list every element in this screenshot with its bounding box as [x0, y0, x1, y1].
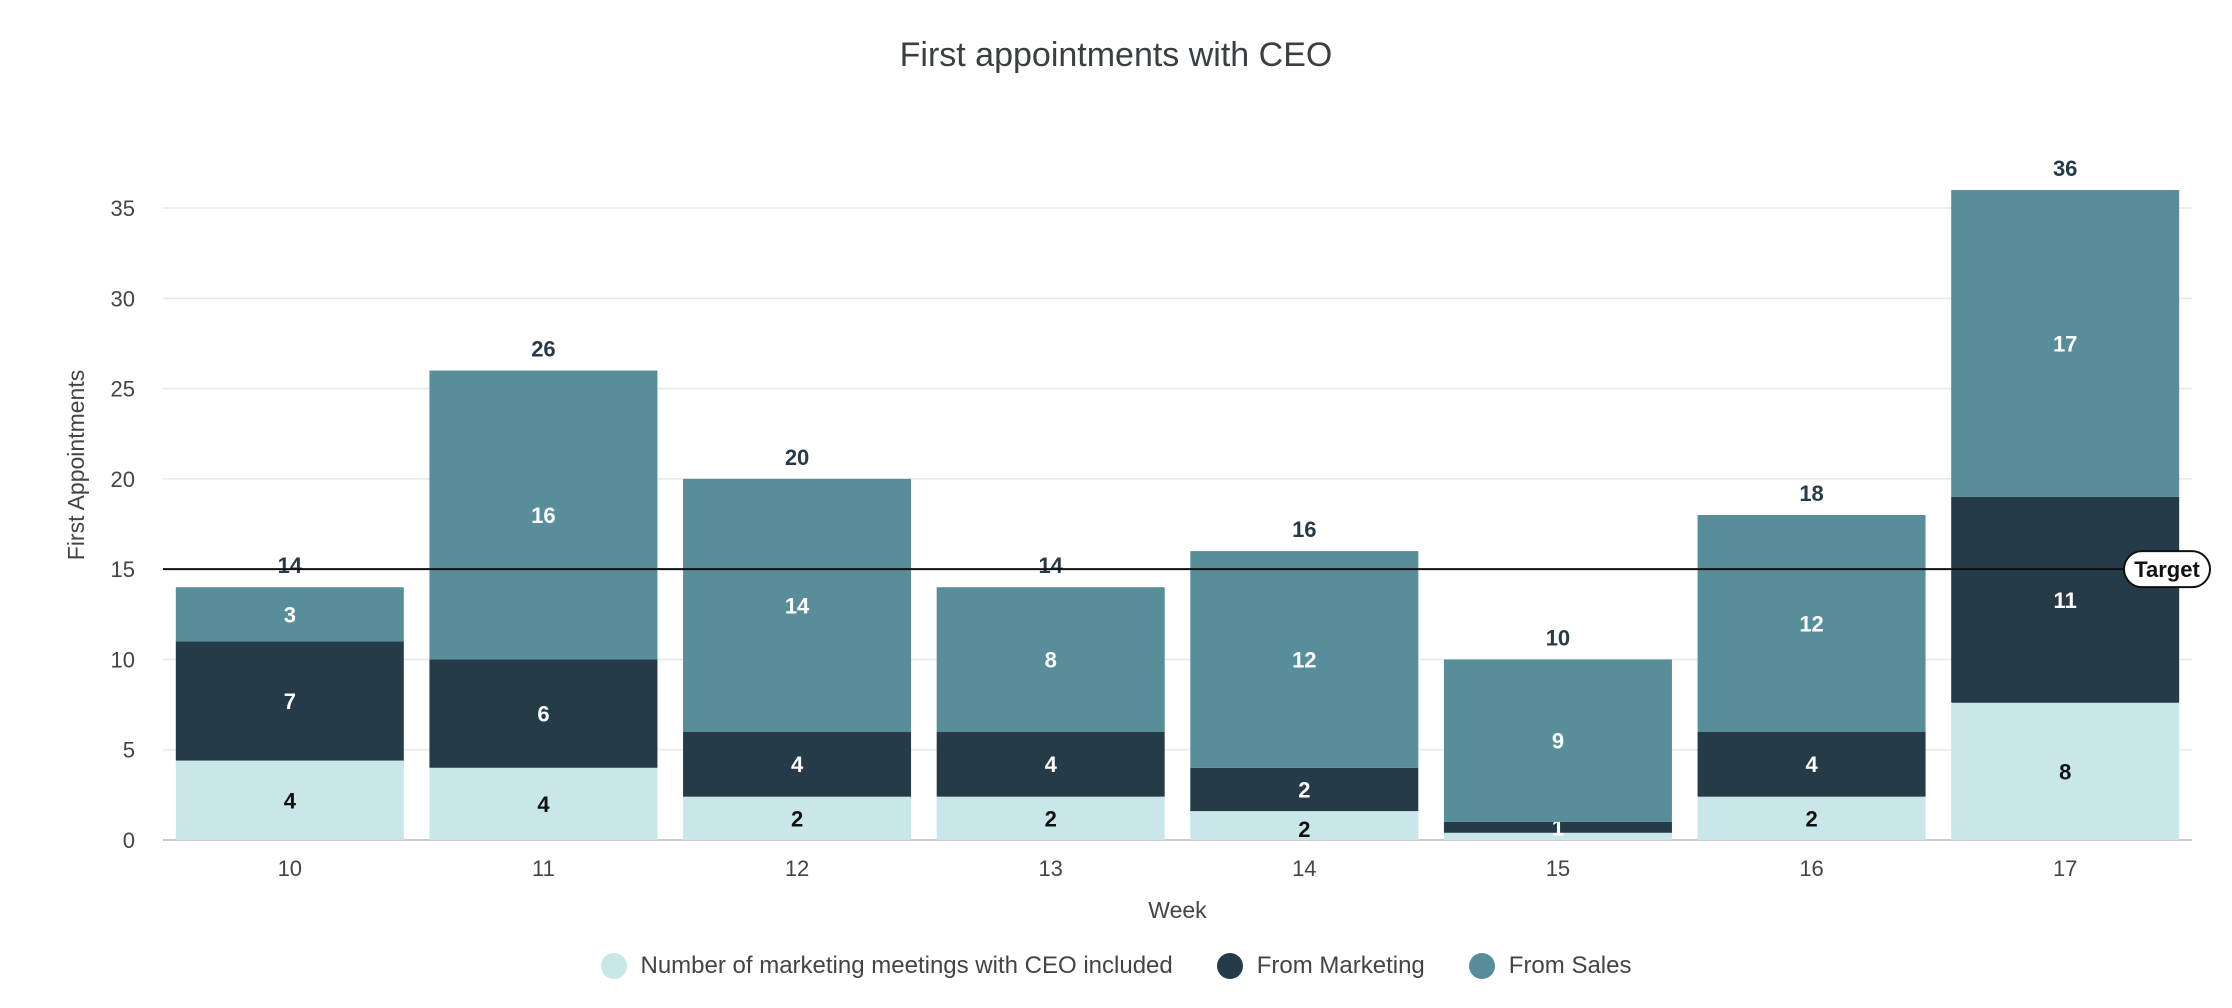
segment-value-label: 3: [284, 602, 296, 627]
chart-title: First appointments with CEO: [899, 36, 1333, 74]
y-tick-label: 5: [123, 738, 135, 763]
bar-segment: [683, 796, 912, 840]
segment-value-label: 4: [791, 752, 804, 777]
bar-segment: [1951, 702, 2180, 840]
y-tick-label: 20: [111, 467, 135, 492]
segment-value-label: 12: [1292, 647, 1316, 672]
segment-value-label: 2: [1298, 777, 1310, 802]
bar-segment: [429, 370, 658, 660]
bar-segment: [1697, 515, 1926, 732]
segment-value-label: 8: [2059, 759, 2071, 784]
bar-segment: [936, 587, 1165, 732]
segment-value-label: 17: [2053, 331, 2077, 356]
segment-value-label: 11: [2054, 588, 2077, 613]
legend-item: From Marketing: [1216, 952, 1425, 980]
y-tick-label: 25: [111, 377, 135, 402]
bar-segment: [1951, 190, 2180, 497]
segment-value-label: 7: [284, 689, 296, 714]
segment-value-label: 6: [537, 702, 549, 727]
legend-item: Number of marketing meetings with CEO in…: [600, 952, 1173, 980]
legend: Number of marketing meetings with CEO in…: [0, 952, 2232, 980]
x-tick-label: 11: [532, 856, 555, 881]
y-tick-label: 15: [111, 557, 135, 582]
bar-segment: [1443, 832, 1672, 840]
bar-segment: [175, 641, 404, 761]
segment-value-label: 2: [1045, 806, 1057, 831]
legend-swatch: [600, 953, 627, 979]
x-tick-label: 15: [1546, 856, 1570, 881]
segment-value-label: 4: [537, 792, 550, 817]
legend-label: From Marketing: [1256, 952, 1425, 979]
bar-total-label: 16: [1292, 517, 1316, 542]
legend-item: From Sales: [1468, 952, 1632, 980]
bar-segment: [1443, 821, 1672, 833]
bar-total-label: 18: [1799, 481, 1823, 506]
segment-value-label: 2: [791, 806, 803, 831]
bar-segment: [683, 731, 912, 797]
y-tick-label: 30: [111, 286, 135, 311]
target-label: Target: [2134, 557, 2200, 582]
x-tick-label: 12: [785, 856, 809, 881]
segment-value-label: 4: [1805, 752, 1818, 777]
segment-value-label: 2: [1298, 817, 1310, 842]
bar-total-label: 14: [278, 553, 303, 578]
segment-value-label: 14: [785, 593, 810, 618]
x-tick-label: 14: [1292, 856, 1316, 881]
bar-segment: [429, 659, 658, 768]
bar-segment: [936, 731, 1165, 797]
legend-swatch: [1216, 953, 1243, 979]
bar-segment: [683, 478, 912, 732]
bar-total-label: 26: [531, 337, 555, 362]
legend-label: From Sales: [1508, 952, 1632, 979]
bar-total-label: 10: [1546, 625, 1570, 650]
target-label-box: [2123, 550, 2211, 589]
bar-total-label: 14: [1038, 553, 1063, 578]
y-tick-label: 10: [111, 647, 135, 672]
bar-segment: [1190, 767, 1419, 812]
x-tick-label: 17: [2053, 856, 2077, 881]
segment-value-label: 8: [1045, 647, 1057, 672]
segment-value-label: 4: [284, 788, 297, 813]
bar-segment: [175, 587, 404, 642]
segment-value-label: 12: [1799, 611, 1823, 636]
x-tick-label: 10: [278, 856, 302, 881]
segment-value-label: 4: [1045, 752, 1058, 777]
bar-segment: [1697, 731, 1926, 797]
bar-segment: [429, 767, 658, 840]
segment-value-label: 9: [1552, 729, 1564, 754]
bar-total-label: 20: [785, 445, 809, 470]
bar-segment: [1190, 811, 1419, 840]
bar-segment: [1697, 796, 1926, 840]
bar-total-label: 36: [2053, 156, 2077, 181]
y-axis-title: First Appointments: [63, 370, 89, 560]
bar-segment: [1443, 659, 1672, 822]
bar-segment: [936, 796, 1165, 840]
segment-value-label: 2: [1805, 806, 1817, 831]
legend-label: Number of marketing meetings with CEO in…: [640, 952, 1173, 979]
x-tick-label: 13: [1038, 856, 1062, 881]
bar-segment: [1951, 496, 2180, 703]
y-tick-label: 35: [111, 196, 135, 221]
y-tick-label: 0: [123, 828, 135, 853]
bar-segment: [1190, 551, 1419, 768]
bar-segment: [175, 760, 404, 840]
x-axis-title: Week: [1148, 897, 1207, 923]
legend-swatch: [1468, 953, 1495, 979]
x-tick-label: 16: [1799, 856, 1823, 881]
segment-value-label: 16: [531, 503, 555, 528]
